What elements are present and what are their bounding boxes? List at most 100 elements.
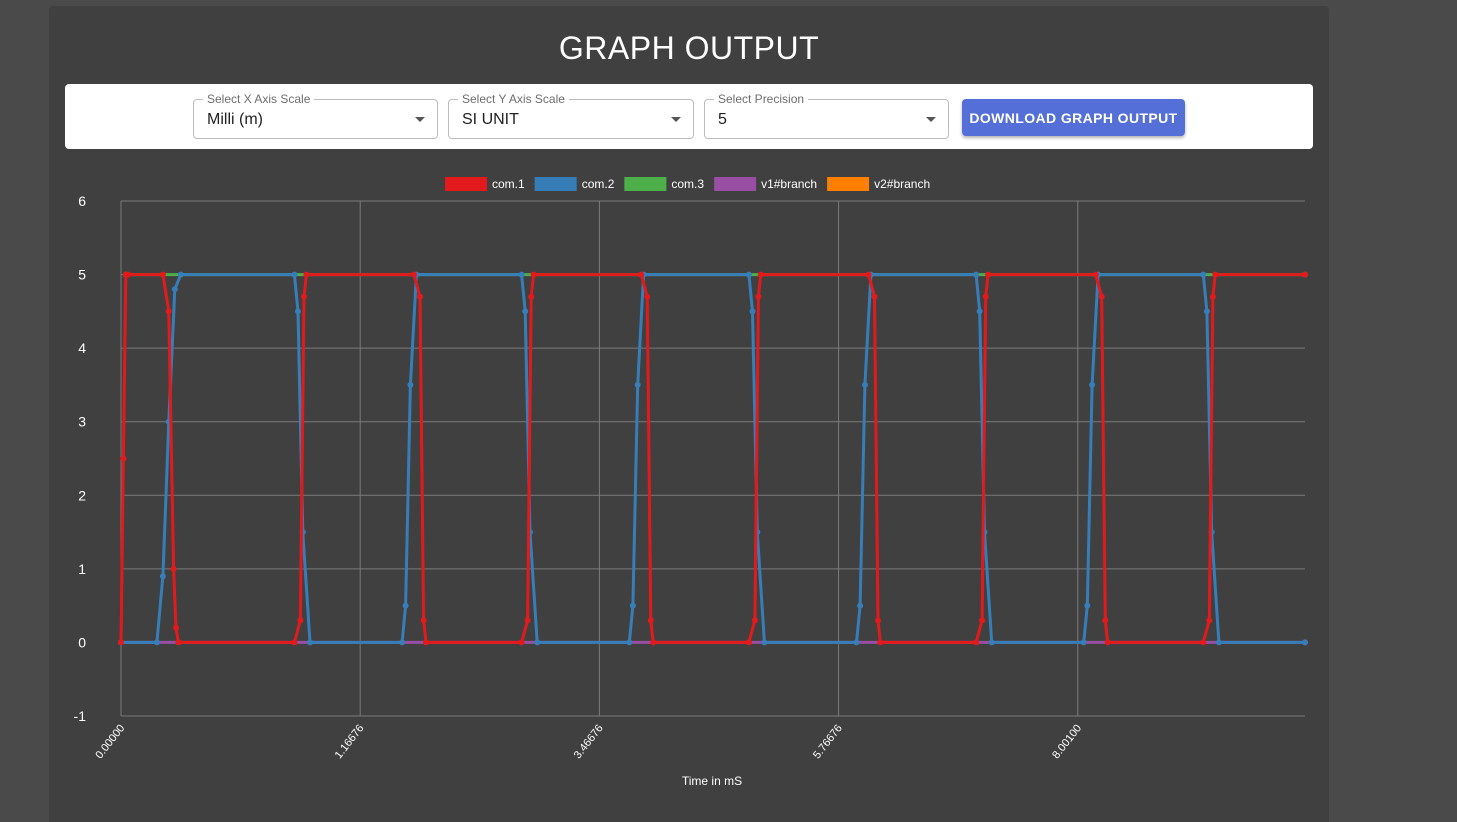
series-point — [871, 293, 878, 300]
series-point — [518, 271, 525, 278]
series-point — [877, 639, 884, 646]
series-point — [1206, 617, 1213, 624]
series-line-com-2 — [121, 273, 1305, 644]
series-point — [976, 308, 983, 315]
series-point — [307, 639, 313, 646]
series-point — [153, 639, 160, 646]
series-point — [1302, 639, 1308, 646]
y-tick-label: 1 — [78, 561, 86, 577]
series-point — [528, 293, 535, 300]
series-point — [865, 271, 872, 278]
series-point — [411, 271, 417, 278]
series-point — [857, 602, 864, 609]
x-axis-title: Time in mS — [682, 774, 742, 788]
series-point — [1092, 271, 1099, 278]
series-point — [301, 293, 307, 300]
series-point — [297, 617, 304, 624]
y-tick-label: -1 — [74, 708, 87, 724]
chart-grid — [120, 200, 1305, 717]
series-point — [1212, 271, 1219, 278]
legend-label: v2#branch — [874, 177, 930, 191]
series-point — [170, 565, 177, 572]
series-point — [629, 602, 636, 609]
precision-select[interactable]: Select Precision 5 — [704, 92, 949, 139]
series-point — [420, 617, 427, 624]
series-point — [634, 381, 641, 388]
y-axis-scale-label: Select Y Axis Scale — [458, 92, 569, 106]
series-point — [761, 639, 768, 646]
series-point — [644, 293, 651, 300]
y-tick-label: 0 — [78, 634, 86, 650]
series-point — [757, 271, 764, 278]
series-point — [1200, 639, 1207, 646]
legend-label: com.3 — [671, 177, 704, 191]
series-point — [979, 617, 986, 624]
x-axis-ticks: 0.00000 1.16676 3.46676 5.76676 8.00100 — [93, 722, 1084, 761]
series-point — [1200, 271, 1207, 278]
series-point — [530, 271, 537, 278]
chart-legend: com.1 com.2 com.3 v1#branch v2#branch — [445, 177, 930, 191]
chart-series — [118, 271, 1308, 646]
series-point — [1084, 602, 1091, 609]
series-point — [1302, 271, 1308, 278]
series-point — [1209, 293, 1216, 300]
series-point — [1104, 639, 1111, 646]
series-point — [118, 639, 124, 646]
chevron-down-icon — [415, 117, 425, 122]
x-axis-scale-label: Select X Axis Scale — [203, 92, 315, 106]
series-point — [650, 639, 657, 646]
series-point — [1080, 639, 1087, 646]
y-tick-label: 6 — [78, 193, 86, 209]
series-point — [861, 381, 868, 388]
series-point — [985, 271, 992, 278]
chevron-down-icon — [671, 117, 681, 122]
y-tick-label: 5 — [78, 267, 86, 283]
precision-label: Select Precision — [714, 92, 809, 106]
series-point — [171, 286, 178, 293]
y-axis-ticks: -1 0 1 2 3 4 5 6 — [74, 193, 87, 724]
series-point — [518, 639, 525, 646]
series-point — [175, 639, 182, 646]
download-graph-button[interactable]: DOWNLOAD GRAPH OUTPUT — [962, 99, 1185, 136]
series-point — [303, 271, 310, 278]
series-point — [638, 271, 645, 278]
series-point — [534, 639, 541, 646]
y-tick-label: 4 — [78, 340, 86, 356]
series-point — [749, 308, 756, 315]
series-point — [173, 624, 179, 631]
x-axis-scale-value: Milli (m) — [207, 111, 263, 128]
y-axis-scale-select[interactable]: Select Y Axis Scale SI UNIT — [448, 92, 694, 139]
series-point — [177, 271, 184, 278]
legend-label: com.1 — [492, 177, 525, 191]
series-point — [751, 617, 758, 624]
y-tick-label: 3 — [78, 414, 86, 430]
series-point — [524, 617, 531, 624]
series-point — [1098, 293, 1105, 300]
series-point — [291, 271, 298, 278]
series-point — [745, 271, 752, 278]
legend-swatch — [445, 177, 487, 191]
x-tick-label: 8.00100 — [1050, 722, 1084, 761]
page-title: GRAPH OUTPUT — [558, 30, 820, 66]
legend-swatch — [534, 177, 577, 191]
x-tick-label: 3.46676 — [572, 722, 606, 761]
series-point — [755, 293, 762, 300]
graph-card: GRAPH OUTPUT Select X Axis Scale Milli (… — [49, 6, 1329, 822]
series-point — [982, 293, 989, 300]
series-point — [875, 617, 881, 624]
y-axis-scale-value: SI UNIT — [462, 111, 519, 128]
legend-swatch — [624, 177, 667, 191]
x-axis-scale-select[interactable]: Select X Axis Scale Milli (m) — [193, 92, 438, 139]
series-point — [853, 639, 860, 646]
series-point — [417, 293, 423, 300]
series-point — [291, 639, 298, 646]
series-point — [399, 639, 406, 646]
legend-swatch — [827, 177, 870, 191]
series-point — [647, 617, 654, 624]
y-tick-label: 2 — [78, 487, 86, 503]
legend-label: v1#branch — [761, 177, 817, 191]
series-point — [1102, 617, 1109, 624]
series-line-com-1 — [119, 273, 1305, 644]
series-point — [159, 271, 166, 278]
